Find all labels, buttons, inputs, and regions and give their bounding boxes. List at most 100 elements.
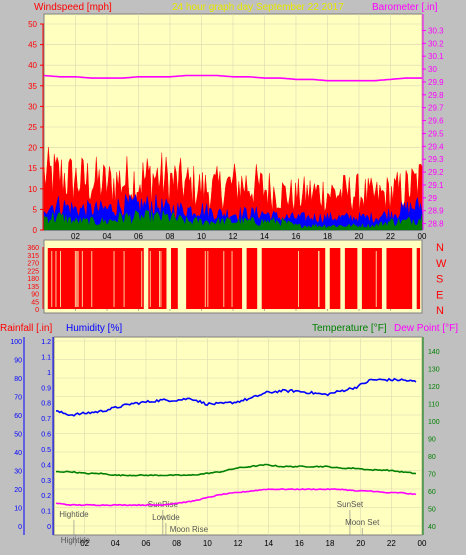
time-tick-label: 16	[292, 232, 301, 241]
event-label: Hightide	[61, 536, 91, 545]
humidity-tick-label: 70	[14, 395, 22, 402]
rainfall-tick-label: 1.1	[41, 354, 51, 361]
barometer-tick-label: 29.3	[428, 155, 444, 164]
wind-direction-tick-label: 225	[27, 268, 39, 275]
rainfall-tick-label: 0.1	[41, 509, 51, 516]
rainfall-tick-label: 0.3	[41, 478, 51, 485]
temperature-tick-label: 100	[428, 419, 440, 426]
time-tick-label: 00	[418, 232, 427, 241]
temperature-tick-label: 70	[428, 472, 436, 479]
humidity-tick-label: 80	[14, 376, 22, 383]
wind-direction-bar	[186, 248, 243, 309]
time-tick-label: 12	[229, 232, 238, 241]
rainfall-tick-label: 0.7	[41, 416, 51, 423]
wind-direction-bar	[361, 248, 382, 309]
rain-humidity-temp-axes: 1.21.110.90.80.70.60.50.40.30.20.1010090…	[10, 337, 440, 548]
barometer-tick-label: 29.7	[428, 104, 444, 113]
barometer-tick-label: 28.8	[428, 220, 444, 229]
temperature-tick-label: 50	[428, 507, 436, 514]
compass-letter: S	[436, 274, 443, 286]
wind-direction-bar	[261, 248, 326, 309]
barometer-tick-label: 30.1	[428, 52, 444, 61]
wind-direction-tick-label: 135	[27, 284, 39, 291]
wind-direction-bar	[171, 248, 178, 309]
time-tick-label: 02	[71, 232, 80, 241]
rainfall-tick-label: 1.2	[41, 339, 51, 346]
time-tick-label: 18	[323, 232, 332, 241]
rainfall-tick-label: 0.4	[41, 462, 51, 469]
temperature-tick-label: 110	[428, 402, 439, 409]
temperature-tick-label: 80	[428, 454, 436, 461]
barometer-tick-label: 29.8	[428, 91, 444, 100]
time-tick-label: 04	[103, 232, 112, 241]
time-tick-label: 00	[418, 539, 427, 548]
humidity-tick-label: 40	[14, 450, 22, 457]
time-tick-label: 16	[295, 539, 304, 548]
dewpoint-axis-label: Dew Point [°F]	[394, 323, 458, 334]
rain-humidity-temp-series	[55, 377, 417, 507]
humidity-tick-label: 60	[14, 413, 22, 420]
windspeed-tick-label: 35	[28, 82, 37, 91]
wind-direction-tick-label: 90	[31, 292, 39, 299]
windspeed-tick-label: 10	[28, 185, 37, 194]
rainfall-tick-label: 0.9	[41, 385, 51, 392]
wind-direction-tick-label: 315	[27, 253, 39, 260]
temperature-tick-label: 120	[428, 384, 440, 391]
barometer-tick-label: 28.9	[428, 207, 444, 216]
windspeed-tick-label: 25	[28, 123, 37, 132]
humidity-axis-label: Humidity [%]	[66, 323, 122, 334]
time-tick-label: 08	[172, 539, 181, 548]
rainfall-tick-label: 0.5	[41, 447, 51, 454]
windspeed-tick-label: 45	[28, 41, 37, 50]
barometer-tick-label: 29.4	[428, 142, 444, 151]
windspeed-tick-label: 0	[33, 226, 38, 235]
barometer-axis-label: Barometer [.in]	[372, 2, 438, 13]
compass-letter: N	[436, 305, 444, 317]
humidity-tick-label: 10	[14, 506, 22, 513]
humidity-tick-label: 0	[18, 524, 22, 531]
rainfall-tick-label: 0	[47, 524, 51, 531]
wind-direction-bar	[386, 248, 413, 309]
windspeed-tick-label: 15	[28, 164, 37, 173]
time-tick-label: 02	[80, 539, 89, 548]
rainfall-tick-label: 0.2	[41, 493, 51, 500]
time-tick-label: 14	[260, 232, 269, 241]
compass-letter: W	[436, 258, 447, 270]
windspeed-tick-label: 50	[28, 20, 37, 29]
windspeed-tick-label: 20	[28, 144, 37, 153]
temperature-tick-label: 140	[428, 349, 440, 356]
barometer-tick-label: 29.1	[428, 181, 444, 190]
humidity-line	[56, 377, 417, 417]
temperature-line	[55, 463, 417, 477]
dewpoint-line	[55, 487, 417, 507]
wind-direction-bar	[329, 248, 341, 309]
wind-direction-tick-label: 0	[35, 307, 39, 314]
event-label: Moon Rise	[170, 525, 209, 534]
humidity-tick-label: 50	[14, 432, 22, 439]
wind-direction-tick-label: 45	[31, 299, 39, 306]
windspeed-axis-label: Windspeed [mph]	[34, 2, 112, 13]
rainfall-axis-label: Rainfall [.in]	[0, 323, 52, 334]
time-tick-label: 10	[203, 539, 212, 548]
time-tick-label: 22	[386, 232, 395, 241]
barometer-tick-label: 29.2	[428, 168, 444, 177]
time-tick-label: 10	[197, 232, 206, 241]
temperature-tick-label: 90	[428, 437, 436, 444]
barometer-tick-label: 29	[428, 194, 437, 203]
time-tick-label: 18	[326, 539, 335, 548]
wind-barometer-axes: 5045403530252015105030.330.230.13029.929…	[28, 14, 444, 241]
wind-direction-bar	[344, 248, 358, 309]
rain-humidity-temp-grid	[54, 337, 423, 535]
compass-letter: N	[436, 242, 444, 254]
event-label: Moon Set	[345, 518, 380, 527]
wind-direction-bar	[246, 248, 258, 309]
humidity-tick-label: 30	[14, 469, 22, 476]
time-tick-label: 22	[387, 539, 396, 548]
time-tick-label: 06	[142, 539, 151, 548]
time-tick-label: 20	[356, 539, 365, 548]
humidity-tick-label: 100	[10, 339, 22, 346]
time-tick-label: 04	[111, 539, 120, 548]
